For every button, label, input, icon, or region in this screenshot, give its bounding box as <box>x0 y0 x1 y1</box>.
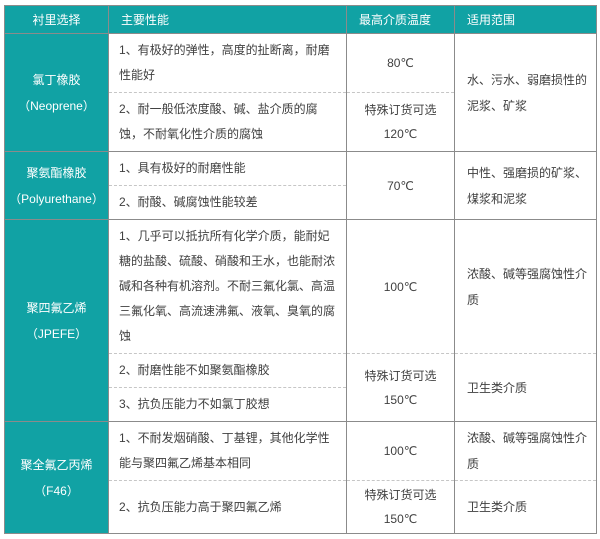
temp-note: 特殊订货可选 <box>364 368 437 383</box>
performance-cell: 1、几乎可以抵抗所有化学介质，能耐妃糖的盐酸、硫酸、硝酸和王水，也能耐浓碱和各种… <box>108 219 347 354</box>
performance-cell: 1、有极好的弹性，高度的扯断离，耐磨性能好 <box>108 33 347 93</box>
header-cell-performance: 主要性能 <box>108 5 347 34</box>
material-cell-polyurethane: 聚氨酯橡胶 （Polyurethane） <box>4 151 109 220</box>
material-cell-ptfe: 聚四氟乙烯 （JPEFE） <box>4 219 109 422</box>
header-cell-range: 适用范围 <box>454 5 597 34</box>
temp-cell: 特殊订货可选 120℃ <box>346 92 455 152</box>
material-name-cn: 聚氨酯橡胶 <box>26 165 87 180</box>
performance-cell: 2、耐磨性能不如聚氨酯橡胶 <box>108 353 347 388</box>
performance-cell: 3、抗负压能力不如氯丁胶想 <box>108 387 347 422</box>
temp-note: 特殊订货可选 <box>364 488 437 502</box>
table-row: 聚全氟乙丙烯 （F46） 1、不耐发烟硝酸、丁基锂，其他化学性能与聚四氟乙烯基本… <box>4 421 597 534</box>
range-cell: 卫生类介质 <box>454 353 597 422</box>
header-row: 衬里选择 主要性能 最高介质温度 适用范围 <box>4 5 597 34</box>
performance-cell: 1、不耐发烟硝酸、丁基锂，其他化学性能与聚四氟乙烯基本相同 <box>108 421 347 481</box>
table-row: 3、抗负压能力不如氯丁胶想 <box>5 387 597 422</box>
temp-cell: 特殊订货可选 150℃ <box>346 480 455 534</box>
temp-value: 150℃ <box>383 392 418 407</box>
material-name-en: （JPEFE） <box>25 326 88 341</box>
material-cell-neoprene: 氯丁橡胶 （Neoprene） <box>4 33 109 152</box>
range-cell: 中性、强磨损的矿浆、煤浆和泥浆 <box>454 151 597 220</box>
temp-note: 特殊订货可选 <box>364 103 437 117</box>
range-cell: 浓酸、碱等强腐蚀性介质 <box>454 421 597 481</box>
performance-cell: 2、耐酸、碱腐蚀性能较差 <box>108 185 347 220</box>
range-cell: 浓酸、碱等强腐蚀性介质 <box>454 219 597 354</box>
range-cell: 卫生类介质 <box>454 480 597 534</box>
temp-cell: 特殊订货可选 150℃ <box>346 353 455 422</box>
temp-cell: 70℃ <box>346 151 455 220</box>
material-cell-fep: 聚全氟乙丙烯 （F46） <box>4 421 109 534</box>
table-row: 2、耐酸、碱腐蚀性能较差 <box>5 185 597 220</box>
table-row: 氯丁橡胶 （Neoprene） 1、有极好的弹性，高度的扯断离，耐磨性能好 80… <box>4 33 597 152</box>
material-name-en: （Neoprene） <box>18 98 95 113</box>
header-cell-lining: 衬里选择 <box>4 5 109 34</box>
performance-cell: 1、具有极好的耐磨性能 <box>108 151 347 186</box>
lining-selection-table: 衬里选择 主要性能 最高介质温度 适用范围 氯丁橡胶 （Neoprene） 1、… <box>4 5 597 534</box>
table-row: 2、耐磨性能不如聚氨酯橡胶 特殊订货可选 150℃ 卫生类介质 <box>5 353 597 422</box>
material-name-cn: 氯丁橡胶 <box>32 72 81 87</box>
table-row: 聚四氟乙烯 （JPEFE） 1、几乎可以抵抗所有化学介质，能耐妃糖的盐酸、硫酸、… <box>4 219 597 422</box>
temp-cell: 100℃ <box>346 421 455 481</box>
performance-cell: 2、耐一般低浓度酸、碱、盐介质的腐蚀，不耐氧化性介质的腐蚀 <box>108 92 347 152</box>
material-name-cn: 聚四氟乙烯 <box>26 300 87 315</box>
header-cell-max-temp: 最高介质温度 <box>346 5 455 34</box>
performance-cell: 2、抗负压能力高于聚四氟乙烯 <box>108 480 347 534</box>
table-row: 2、耐一般低浓度酸、碱、盐介质的腐蚀，不耐氧化性介质的腐蚀 特殊订货可选 120… <box>5 92 597 152</box>
temp-value: 120℃ <box>383 127 418 141</box>
range-cell: 水、污水、弱磨损性的泥浆、矿浆 <box>454 33 597 152</box>
temp-cell: 100℃ <box>346 219 455 354</box>
temp-cell: 80℃ <box>346 33 455 93</box>
material-name-en: （F46） <box>34 483 79 498</box>
material-name-cn: 聚全氟乙丙烯 <box>20 457 93 472</box>
temp-value: 150℃ <box>383 512 418 526</box>
material-name-en: （Polyurethane） <box>9 191 104 206</box>
table-row: 聚氨酯橡胶 （Polyurethane） 1、具有极好的耐磨性能 70℃ 中性、… <box>4 151 597 220</box>
